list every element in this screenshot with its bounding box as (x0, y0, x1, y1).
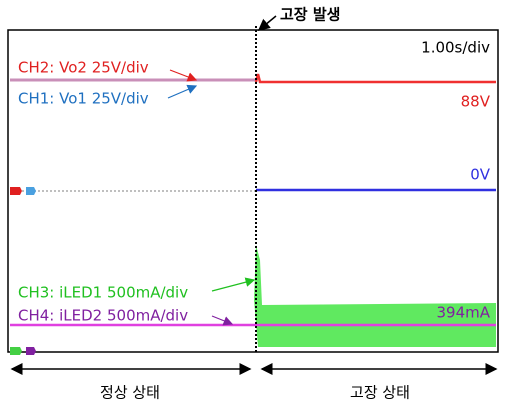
channel-label: CH1: Vo1 25V/div (18, 90, 149, 108)
phase-label: 정상 상태 (100, 384, 160, 402)
ch2-marker (10, 187, 22, 195)
ch1-marker (26, 187, 36, 195)
ch3-arrow (211, 277, 256, 292)
fault-label: 고장 발생 (280, 6, 340, 24)
ch3-marker (10, 347, 22, 355)
ch3-trace (254, 245, 496, 347)
fault-arrow (257, 15, 277, 31)
channel-label: CH2: Vo2 25V/div (18, 59, 149, 77)
ch1-arrow (167, 84, 198, 99)
ch4-marker (26, 347, 36, 355)
readout: 0V (470, 166, 491, 184)
timebase: 1.00s/div (421, 39, 490, 57)
readout: 394mA (436, 304, 490, 322)
ch2-arrow (169, 69, 198, 82)
readout: 88V (461, 93, 491, 111)
channel-label: CH3: iLED1 500mA/div (18, 284, 188, 302)
channel-label: CH4: iLED2 500mA/div (18, 307, 188, 325)
phase-label: 고장 상태 (350, 384, 410, 402)
ch4-arrow (211, 315, 234, 326)
